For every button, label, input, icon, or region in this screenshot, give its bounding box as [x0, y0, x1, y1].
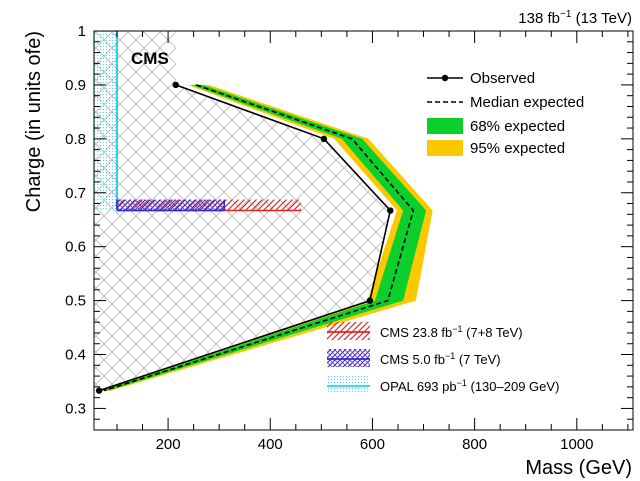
median-expected-line [103, 84, 415, 392]
legend-prev-label-2: OPAL 693 pb−1 (130–209 GeV) [380, 378, 559, 394]
x-tick-label: 200 [156, 436, 181, 453]
legend-prev-swatch-1 [327, 349, 370, 367]
axes: 200 400 600 800 1000 0.3 0.4 0.5 0.6 0.7 0.8 0.9 1 [65, 23, 634, 453]
legend-95-label: 95% expected [470, 140, 565, 157]
legend-prev-swatch-2 [327, 376, 370, 394]
x-tick-label: 600 [360, 436, 385, 453]
legend-observed-marker [441, 74, 449, 82]
y-tick-label: 0.9 [65, 77, 86, 94]
y-tick-label: 1 [78, 23, 86, 40]
y-tick-label: 0.6 [65, 239, 86, 256]
header-lumi: 138 fb−1 (13 TeV) [518, 9, 632, 27]
cms-label: CMS [131, 49, 169, 68]
band-68-expected [101, 84, 427, 391]
labels: 138 fb−1 (13 TeV) CMS Mass (GeV) Charge … [23, 9, 632, 479]
observed-point-3 [366, 297, 374, 304]
legend-expected-label: Median expected [470, 94, 584, 111]
legend-68-swatch [427, 118, 463, 134]
observed-point-4 [95, 387, 103, 394]
observed-point-1 [320, 135, 328, 143]
legend-68-label: 68% expected [470, 118, 565, 135]
legend-prev-label-1: CMS 5.0 fb−1 (7 TeV) [380, 351, 501, 367]
y-tick-label: 0.4 [65, 347, 86, 364]
x-tick-label: 800 [462, 436, 487, 453]
observed-point-2 [387, 207, 394, 214]
legend-prev-swatch-0 [327, 322, 370, 340]
legend-observed-label: Observed [470, 70, 535, 87]
legend: Observed Median expected 68% expected 95% e… [327, 70, 584, 394]
y-tick-label: 0.3 [65, 400, 86, 417]
legend-prev-label-0: CMS 23.8 fb−1 (7+8 TeV) [380, 324, 523, 340]
legend-95-swatch [427, 140, 463, 156]
y-axis-label: Charge (in units ofe) [23, 31, 45, 212]
cms-7tev-hatch [116, 199, 225, 211]
plot-area [94, 31, 433, 394]
observed-point-0 [172, 81, 179, 89]
plot-frame [93, 30, 634, 431]
y-tick-label: 0.5 [65, 293, 86, 310]
y-tick-label: 0.7 [65, 185, 86, 202]
x-tick-label: 400 [258, 436, 283, 453]
opal-excluded-region [94, 31, 117, 211]
x-axis-label: Mass (GeV) [525, 457, 632, 479]
y-tick-label: 0.8 [65, 131, 86, 148]
x-tick-label: 1000 [560, 436, 593, 453]
